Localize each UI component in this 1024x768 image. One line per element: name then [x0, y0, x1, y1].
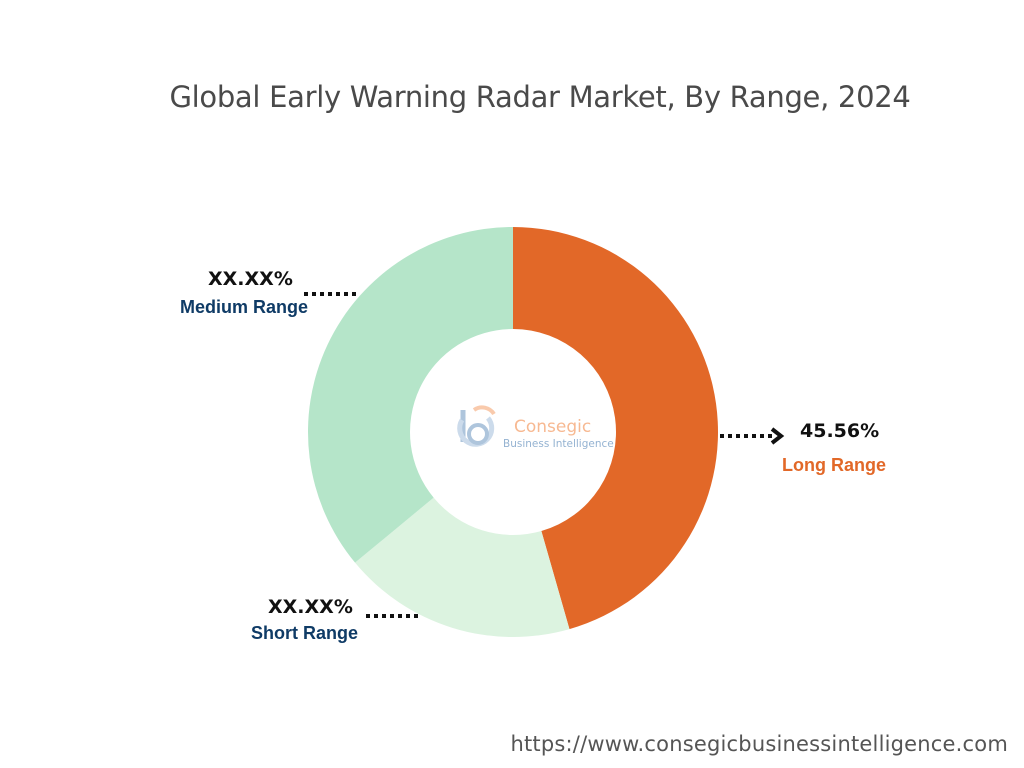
label-medium-pct: XX.XX% — [208, 268, 293, 290]
label-medium-name: Medium Range — [180, 297, 309, 317]
slice-long-range — [513, 227, 718, 630]
logo-tagline: Business Intelligence — [503, 438, 614, 450]
slice-short-range — [355, 497, 570, 637]
slice-medium-range — [308, 227, 513, 563]
label-short-pct: XX.XX% — [268, 596, 353, 618]
logo-name: Consegic — [514, 417, 591, 437]
logo-mark — [457, 405, 496, 447]
donut-slices — [308, 227, 718, 637]
footer-url[interactable]: https://www.consegicbusinessintelligence… — [510, 732, 1008, 756]
label-short-name: Short Range — [251, 623, 359, 643]
label-long-name: Long Range — [782, 455, 886, 475]
label-long-pct: 45.56% — [800, 420, 880, 442]
arrow-head-long — [770, 427, 785, 445]
chart-title: Global Early Warning Radar Market, By Ra… — [169, 80, 911, 114]
